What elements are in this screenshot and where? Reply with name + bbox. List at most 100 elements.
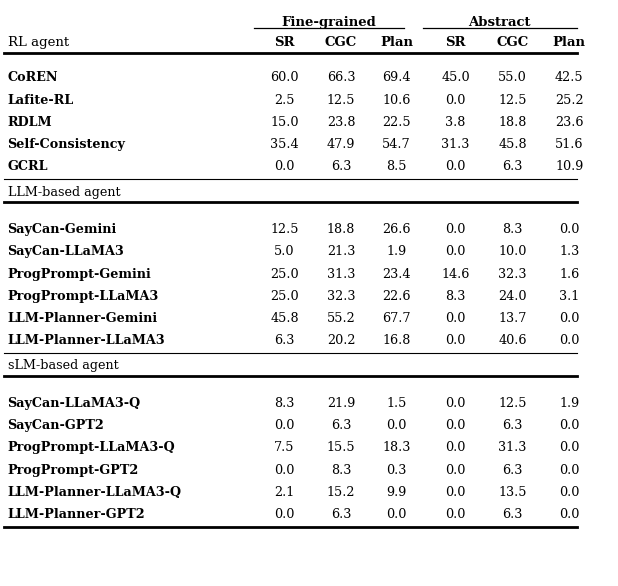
Text: 24.0: 24.0 [498, 289, 527, 303]
Text: 25.0: 25.0 [270, 289, 298, 303]
Text: 45.8: 45.8 [270, 312, 298, 325]
Text: LLM-Planner-Gemini: LLM-Planner-Gemini [7, 312, 158, 325]
Text: 0.0: 0.0 [559, 441, 580, 455]
Text: 1.9: 1.9 [559, 397, 579, 410]
Text: 0.0: 0.0 [559, 508, 580, 521]
Text: 0.0: 0.0 [386, 508, 407, 521]
Text: RDLM: RDLM [7, 115, 52, 129]
Text: 32.3: 32.3 [498, 268, 527, 281]
Text: SR: SR [445, 36, 466, 49]
Text: 31.3: 31.3 [441, 138, 470, 151]
Text: 25.2: 25.2 [555, 94, 583, 107]
Text: 0.0: 0.0 [274, 508, 295, 521]
Text: 0.0: 0.0 [445, 508, 465, 521]
Text: 5.0: 5.0 [274, 246, 295, 258]
Text: sLM-based agent: sLM-based agent [7, 359, 118, 373]
Text: CGC: CGC [325, 36, 357, 49]
Text: 31.3: 31.3 [499, 441, 527, 455]
Text: 10.0: 10.0 [499, 246, 527, 258]
Text: 6.3: 6.3 [502, 464, 523, 476]
Text: 1.5: 1.5 [386, 397, 407, 410]
Text: 10.6: 10.6 [382, 94, 410, 107]
Text: 3.1: 3.1 [559, 289, 579, 303]
Text: 0.0: 0.0 [445, 420, 465, 432]
Text: 45.0: 45.0 [441, 71, 470, 84]
Text: 55.2: 55.2 [327, 312, 355, 325]
Text: 8.5: 8.5 [386, 160, 407, 173]
Text: 21.9: 21.9 [327, 397, 355, 410]
Text: 0.0: 0.0 [445, 223, 465, 236]
Text: 0.0: 0.0 [445, 246, 465, 258]
Text: 40.6: 40.6 [498, 334, 527, 347]
Text: 26.6: 26.6 [382, 223, 410, 236]
Text: 6.3: 6.3 [331, 508, 351, 521]
Text: 22.6: 22.6 [382, 289, 410, 303]
Text: ProgPrompt-GPT2: ProgPrompt-GPT2 [7, 464, 139, 476]
Text: 18.3: 18.3 [382, 441, 410, 455]
Text: 0.0: 0.0 [445, 160, 465, 173]
Text: SayCan-LLaMA3: SayCan-LLaMA3 [7, 246, 124, 258]
Text: SR: SR [274, 36, 295, 49]
Text: 14.6: 14.6 [441, 268, 470, 281]
Text: 13.7: 13.7 [499, 312, 527, 325]
Text: Self-Consistency: Self-Consistency [7, 138, 125, 151]
Text: 0.0: 0.0 [445, 464, 465, 476]
Text: 6.3: 6.3 [331, 420, 351, 432]
Text: 47.9: 47.9 [327, 138, 355, 151]
Text: 23.4: 23.4 [382, 268, 410, 281]
Text: 12.5: 12.5 [498, 397, 527, 410]
Text: ProgPrompt-LLaMA3: ProgPrompt-LLaMA3 [7, 289, 159, 303]
Text: 3.8: 3.8 [445, 115, 465, 129]
Text: 0.0: 0.0 [559, 464, 580, 476]
Text: 60.0: 60.0 [270, 71, 298, 84]
Text: 8.3: 8.3 [331, 464, 351, 476]
Text: 0.0: 0.0 [445, 312, 465, 325]
Text: 15.2: 15.2 [327, 486, 355, 499]
Text: 8.3: 8.3 [502, 223, 523, 236]
Text: 0.0: 0.0 [559, 223, 580, 236]
Text: Fine-grained: Fine-grained [282, 16, 376, 29]
Text: LLM-Planner-LLaMA3: LLM-Planner-LLaMA3 [7, 334, 165, 347]
Text: Plan: Plan [552, 36, 586, 49]
Text: 12.5: 12.5 [327, 94, 355, 107]
Text: 66.3: 66.3 [327, 71, 355, 84]
Text: 8.3: 8.3 [445, 289, 465, 303]
Text: 0.0: 0.0 [445, 94, 465, 107]
Text: 15.5: 15.5 [327, 441, 355, 455]
Text: 15.0: 15.0 [270, 115, 298, 129]
Text: 0.0: 0.0 [559, 486, 580, 499]
Text: 16.8: 16.8 [382, 334, 410, 347]
Text: 0.0: 0.0 [274, 464, 295, 476]
Text: ProgPrompt-Gemini: ProgPrompt-Gemini [7, 268, 151, 281]
Text: 6.3: 6.3 [331, 160, 351, 173]
Text: ProgPrompt-LLaMA3-Q: ProgPrompt-LLaMA3-Q [7, 441, 175, 455]
Text: 12.5: 12.5 [498, 94, 527, 107]
Text: 23.8: 23.8 [327, 115, 355, 129]
Text: 1.3: 1.3 [559, 246, 579, 258]
Text: 8.3: 8.3 [274, 397, 295, 410]
Text: 2.5: 2.5 [274, 94, 295, 107]
Text: 67.7: 67.7 [382, 312, 410, 325]
Text: 32.3: 32.3 [327, 289, 355, 303]
Text: CoREN: CoREN [7, 71, 58, 84]
Text: SayCan-GPT2: SayCan-GPT2 [7, 420, 104, 432]
Text: 45.8: 45.8 [498, 138, 527, 151]
Text: Abstract: Abstract [468, 16, 531, 29]
Text: 0.0: 0.0 [445, 441, 465, 455]
Text: LLM-Planner-LLaMA3-Q: LLM-Planner-LLaMA3-Q [7, 486, 182, 499]
Text: 21.3: 21.3 [327, 246, 355, 258]
Text: RL agent: RL agent [7, 36, 69, 49]
Text: 18.8: 18.8 [327, 223, 355, 236]
Text: CGC: CGC [496, 36, 529, 49]
Text: 0.0: 0.0 [559, 334, 580, 347]
Text: 20.2: 20.2 [327, 334, 355, 347]
Text: 54.7: 54.7 [382, 138, 411, 151]
Text: 0.0: 0.0 [445, 486, 465, 499]
Text: 2.1: 2.1 [274, 486, 295, 499]
Text: 0.0: 0.0 [445, 397, 465, 410]
Text: 0.3: 0.3 [386, 464, 407, 476]
Text: 0.0: 0.0 [559, 420, 580, 432]
Text: 22.5: 22.5 [382, 115, 411, 129]
Text: 1.9: 1.9 [386, 246, 407, 258]
Text: 69.4: 69.4 [382, 71, 410, 84]
